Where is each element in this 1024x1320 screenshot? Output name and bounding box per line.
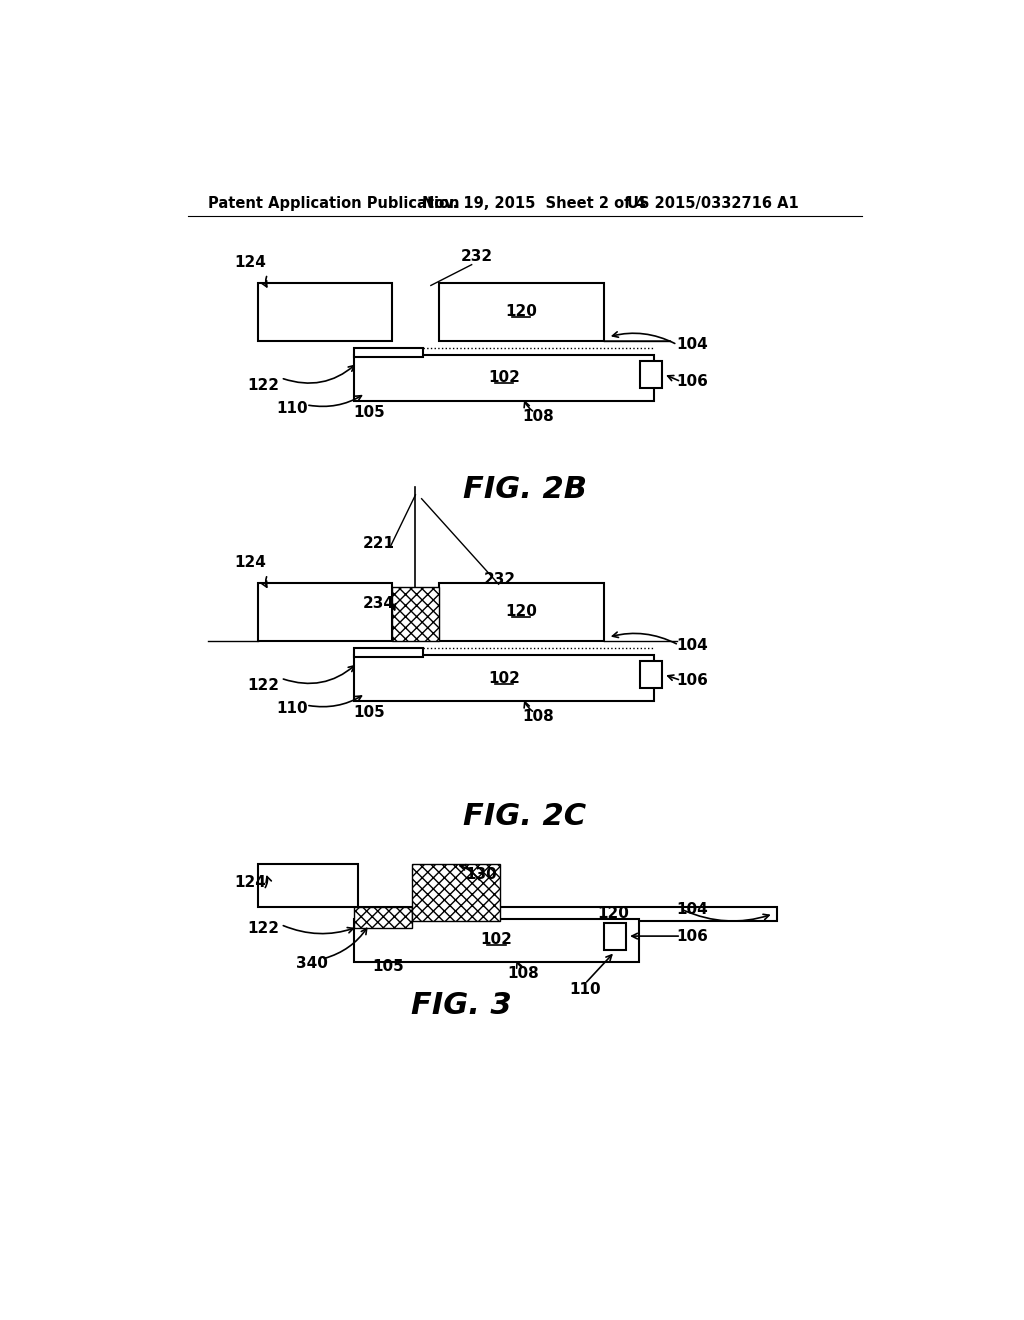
Bar <box>258 865 357 907</box>
Bar <box>412 865 500 921</box>
Text: 106: 106 <box>677 374 709 389</box>
Bar <box>258 583 392 642</box>
Text: 110: 110 <box>276 401 308 416</box>
Bar <box>438 284 604 341</box>
Text: 221: 221 <box>362 536 394 550</box>
Text: 106: 106 <box>677 673 709 688</box>
Text: 108: 108 <box>507 965 539 981</box>
Text: 124: 124 <box>233 255 266 269</box>
Text: 124: 124 <box>233 875 266 890</box>
Text: 122: 122 <box>247 678 279 693</box>
Text: 232: 232 <box>461 249 494 264</box>
Text: 105: 105 <box>353 705 385 721</box>
Text: 108: 108 <box>523 409 555 424</box>
Text: FIG. 3: FIG. 3 <box>412 991 512 1020</box>
Bar <box>640 661 662 688</box>
Text: 102: 102 <box>488 671 520 685</box>
Text: 106: 106 <box>677 928 709 944</box>
Text: 124: 124 <box>233 556 266 570</box>
Bar <box>392 587 438 642</box>
Text: 234: 234 <box>362 595 394 611</box>
Text: 105: 105 <box>373 960 404 974</box>
Text: Nov. 19, 2015  Sheet 2 of 4: Nov. 19, 2015 Sheet 2 of 4 <box>422 195 645 211</box>
Text: 130: 130 <box>465 867 497 882</box>
Text: 105: 105 <box>353 405 385 420</box>
Text: 104: 104 <box>677 638 709 652</box>
Text: 102: 102 <box>488 371 520 385</box>
Text: 120: 120 <box>505 605 537 619</box>
Text: 120: 120 <box>597 907 630 921</box>
Bar <box>354 919 639 961</box>
Text: FIG. 2C: FIG. 2C <box>463 803 587 832</box>
Text: 120: 120 <box>505 304 537 319</box>
Text: 110: 110 <box>276 701 308 717</box>
Bar <box>354 907 412 928</box>
Text: Patent Application Publication: Patent Application Publication <box>208 195 459 211</box>
Bar <box>354 648 423 657</box>
Text: 110: 110 <box>569 982 601 998</box>
Text: 108: 108 <box>523 709 555 725</box>
Bar <box>354 655 654 701</box>
Text: FIG. 2B: FIG. 2B <box>463 475 587 504</box>
Text: 102: 102 <box>480 932 512 948</box>
Bar <box>354 355 654 401</box>
Text: 104: 104 <box>677 337 709 352</box>
Bar <box>438 583 604 642</box>
Bar <box>357 907 777 921</box>
Text: US 2015/0332716 A1: US 2015/0332716 A1 <box>628 195 799 211</box>
Text: 232: 232 <box>484 572 516 587</box>
Text: 104: 104 <box>677 902 709 916</box>
Bar <box>640 360 662 388</box>
Bar <box>258 284 392 341</box>
Text: 122: 122 <box>247 921 279 936</box>
Bar <box>604 923 626 950</box>
Text: 340: 340 <box>296 956 328 970</box>
Bar <box>354 348 423 358</box>
Text: 122: 122 <box>247 378 279 393</box>
